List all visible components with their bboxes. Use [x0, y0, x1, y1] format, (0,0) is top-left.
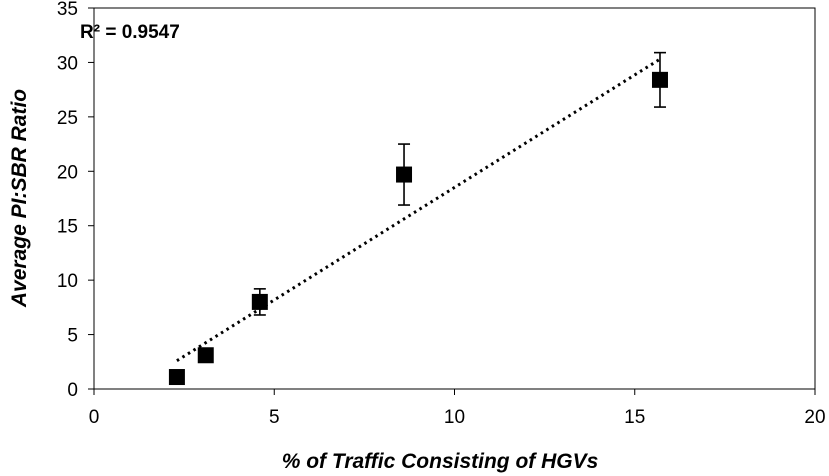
data-point-square — [396, 166, 413, 183]
y-tick-label: 0 — [67, 380, 78, 401]
y-tick-label: 15 — [57, 217, 78, 238]
x-axis-title: % of Traffic Consisting of HGVs — [282, 450, 599, 473]
data-point-square — [168, 369, 185, 386]
y-tick-label: 10 — [57, 271, 78, 292]
data-point-square — [651, 71, 668, 88]
y-tick-label: 35 — [57, 0, 78, 20]
x-tick-label: 0 — [89, 407, 100, 428]
axis-ticks — [88, 7, 816, 395]
y-axis-title: Average PI:SBR Ratio — [8, 89, 31, 308]
y-tick-label: 25 — [57, 108, 78, 129]
data-markers — [168, 71, 668, 386]
data-point-square — [197, 347, 214, 364]
y-tick-label: 5 — [67, 326, 78, 347]
r-squared-annotation: R² = 0.9547 — [80, 22, 180, 43]
y-tick-label: 20 — [57, 162, 78, 183]
x-tick-label: 5 — [269, 407, 280, 428]
x-tick-label: 15 — [624, 407, 645, 428]
plot-area — [93, 7, 816, 390]
data-point-square — [251, 293, 268, 310]
trendline — [176, 57, 661, 362]
y-tick-label: 30 — [57, 53, 78, 74]
x-tick-label: 10 — [444, 407, 465, 428]
trendline-path — [176, 57, 661, 362]
tick-labels: 0 5 10 15 20 25 30 35 0 5 10 15 20 — [57, 0, 826, 428]
x-tick-label: 20 — [804, 407, 825, 428]
